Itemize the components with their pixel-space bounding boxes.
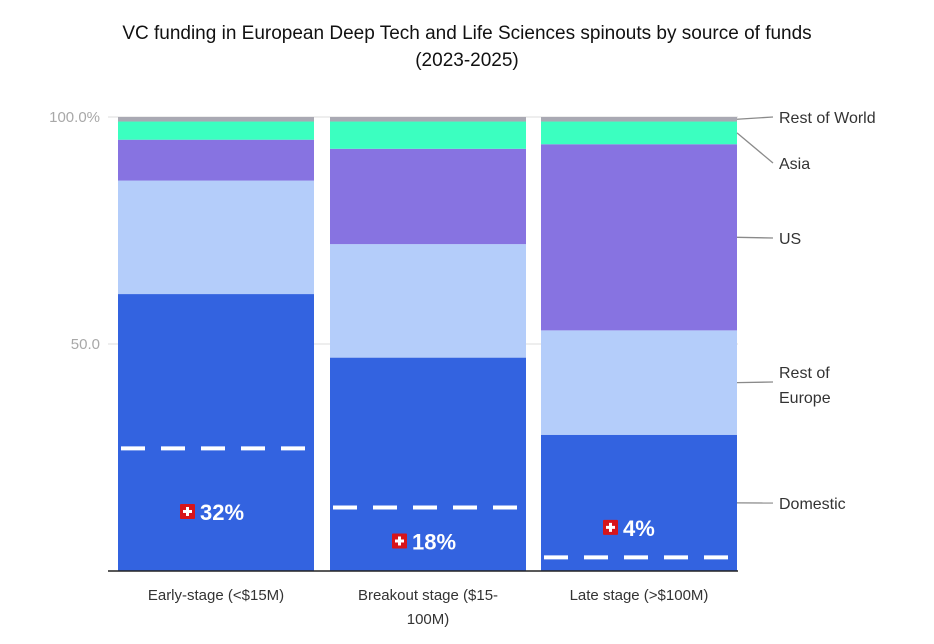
x-tick-label: Early-stage (<$15M): [148, 587, 284, 604]
swiss-flag-cross-horizontal: [183, 509, 192, 513]
bar-segment-rest-of-europe: [330, 244, 526, 358]
bar-segment-domestic: [541, 434, 737, 571]
series-label: Rest of: [779, 365, 830, 382]
bar-segment-rest-of-europe: [541, 330, 737, 435]
bar-segment-asia: [118, 121, 314, 140]
x-tick-label: Late stage (>$100M): [570, 587, 709, 604]
y-tick-label: 100.0%: [49, 109, 100, 126]
bar-segment-us: [541, 144, 737, 331]
series-label: US: [779, 231, 801, 248]
x-tick-label: Breakout stage ($15-: [358, 587, 498, 604]
chart-title: VC funding in European Deep Tech and Lif…: [0, 20, 934, 74]
leader-line: [736, 116, 774, 120]
swiss-flag-icon: [392, 533, 407, 549]
bar-segment-us: [330, 148, 526, 245]
axes: 100.0% 50.0 Early-stage (<$15M) Breakout st…: [49, 109, 738, 628]
series-labels: Domestic Rest of Europe US Asia Rest of World: [736, 110, 876, 513]
bar-segment-rest-of-world: [330, 117, 526, 122]
leader-line: [736, 132, 774, 164]
bars: [118, 117, 737, 571]
swiss-share-label: 32%: [200, 500, 244, 525]
bar-segment-us: [118, 139, 314, 181]
bar-segment-domestic: [118, 294, 314, 571]
series-label: Asia: [779, 156, 810, 173]
bar-segment-asia: [330, 121, 526, 149]
swiss-share-label: 18%: [412, 529, 456, 554]
swiss-annotations: 32% 18% 4%: [121, 446, 734, 560]
chart-subtitle: (2023-2025): [415, 50, 519, 71]
series-label: Domestic: [779, 496, 846, 513]
bar-segment-rest-of-europe: [118, 180, 314, 295]
bar-segment-rest-of-world: [118, 117, 314, 122]
swiss-flag-icon: [180, 503, 195, 519]
swiss-flag-icon: [603, 519, 618, 535]
x-tick-label-line2: 100M): [407, 611, 450, 628]
y-tick-label: 50.0: [71, 336, 100, 353]
bar-segment-asia: [541, 121, 737, 145]
leader-line: [736, 236, 774, 239]
bar-segment-rest-of-world: [541, 117, 737, 122]
series-label: Rest of World: [779, 110, 876, 127]
swiss-flag-cross-horizontal: [606, 525, 615, 529]
series-label-line2: Europe: [779, 390, 831, 407]
swiss-share-label: 4%: [623, 516, 655, 541]
bar-segment-domestic: [330, 357, 526, 571]
chart-title-main: VC funding in European Deep Tech and Lif…: [122, 23, 812, 44]
swiss-flag-cross-horizontal: [395, 539, 404, 543]
leader-line: [736, 381, 774, 384]
